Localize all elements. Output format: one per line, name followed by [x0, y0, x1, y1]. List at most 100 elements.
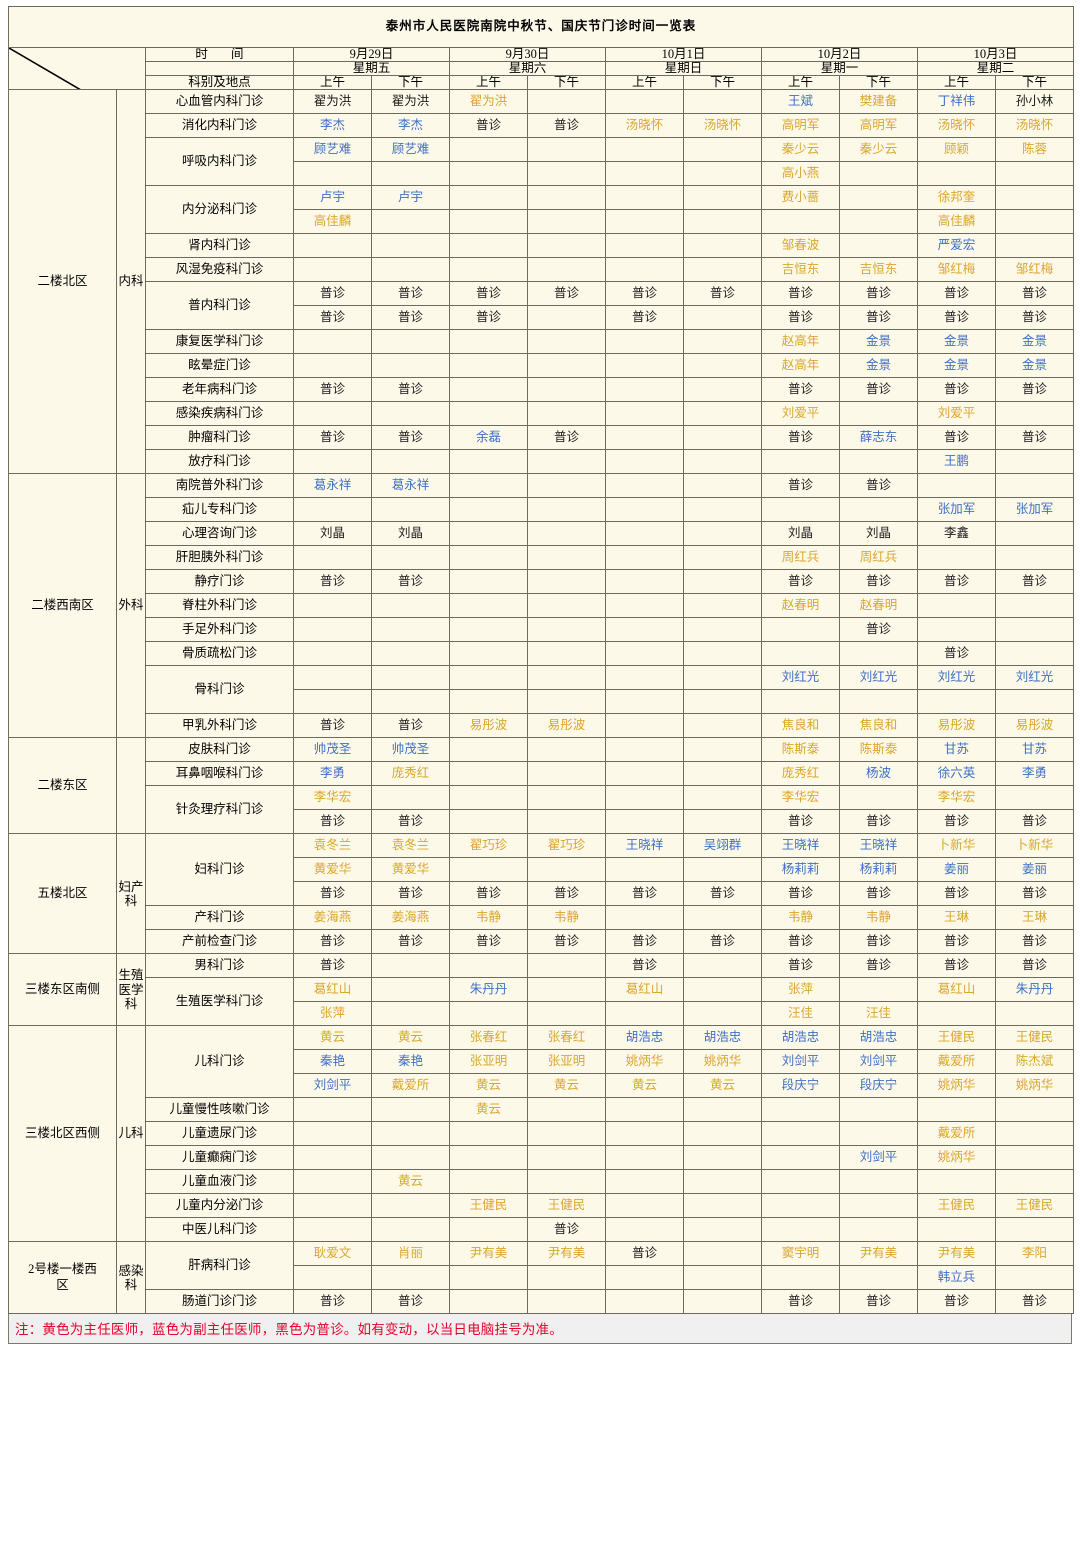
schedule-cell: [994, 1265, 1075, 1291]
schedule-cell: [994, 641, 1075, 667]
schedule-cell: 普诊: [917, 377, 996, 403]
schedule-cell: 王健民: [994, 1025, 1075, 1051]
schedule-cell: 庞秀红: [371, 761, 450, 787]
schedule-cell: 王晓祥: [605, 833, 684, 859]
schedule-cell: [683, 1193, 762, 1219]
schedule-cell: [761, 641, 840, 667]
department-cell: [116, 737, 146, 835]
schedule-cell: [449, 1001, 528, 1027]
schedule-cell: [293, 401, 372, 427]
schedule-row: 秦艳 秦艳 张亚明 张亚明 姚炳华 姚炳华 刘剑平 刘剑平 戴爱所 陈杰斌: [9, 1049, 1075, 1075]
schedule-cell: [683, 425, 762, 451]
schedule-cell: 卢宇: [293, 185, 372, 211]
schedule-row: 产科门诊 姜海燕 姜海燕 韦静 韦静 韦静 韦静 王琳 王琳: [9, 905, 1075, 931]
schedule-cell: 韩立兵: [917, 1265, 996, 1291]
schedule-cell: [371, 617, 450, 643]
schedule-cell: [994, 1001, 1075, 1027]
schedule-cell: 余磊: [449, 425, 528, 451]
schedule-cell: [371, 665, 450, 691]
schedule-cell: 吴翊群: [683, 833, 762, 859]
schedule-cell: [293, 1145, 372, 1171]
clinic-name-cell: 手足外科门诊: [145, 617, 294, 643]
schedule-row: 高佳麟 高佳麟: [9, 209, 1075, 235]
schedule-cell: 黄爱华: [293, 857, 372, 883]
schedule-cell: [683, 449, 762, 475]
schedule-cell: 孙小林: [994, 89, 1075, 115]
session-pm: 下午: [683, 75, 762, 91]
schedule-cell: 李华宏: [761, 785, 840, 811]
clinic-name-cell: 南院普外科门诊: [145, 473, 294, 499]
schedule-cell: 普诊: [917, 1289, 996, 1315]
schedule-cell: [761, 1097, 840, 1123]
session-pm: 下午: [371, 75, 450, 91]
clinic-name-cell: 肾内科门诊: [145, 233, 294, 259]
schedule-cell: [605, 713, 684, 739]
schedule-cell: 普诊: [293, 425, 372, 451]
schedule-cell: [683, 1097, 762, 1123]
schedule-cell: 高佳麟: [293, 209, 372, 235]
clinic-name-cell: 耳鼻咽喉科门诊: [145, 761, 294, 787]
schedule-cell: [683, 1241, 762, 1267]
schedule-cell: [761, 1145, 840, 1171]
schedule-cell: 黄云: [371, 1025, 450, 1051]
schedule-cell: 普诊: [761, 425, 840, 451]
schedule-cell: 普诊: [293, 809, 372, 835]
schedule-cell: [449, 953, 528, 979]
schedule-row: 放疗科门诊 王鹏: [9, 449, 1075, 475]
schedule-cell: 刘红光: [761, 665, 840, 691]
schedule-cell: 耿爱文: [293, 1241, 372, 1267]
schedule-cell: [683, 473, 762, 499]
schedule-cell: [527, 449, 606, 475]
schedule-cell: [527, 377, 606, 403]
clinic-name-cell: 儿童遗尿门诊: [145, 1121, 294, 1147]
schedule-row: 耳鼻咽喉科门诊 李勇 庞秀红 庞秀红 杨波 徐六英 李勇: [9, 761, 1075, 787]
schedule-cell: 金景: [994, 353, 1075, 379]
schedule-row: 产前检查门诊 普诊 普诊 普诊 普诊 普诊 普诊 普诊 普诊 普诊 普诊: [9, 929, 1075, 955]
schedule-cell: 韦静: [839, 905, 918, 931]
date-header: 10月3日: [916, 46, 1075, 63]
schedule-cell: [527, 1001, 606, 1027]
schedule-cell: 普诊: [371, 425, 450, 451]
schedule-cell: 姚炳华: [917, 1073, 996, 1099]
schedule-cell: 高佳麟: [917, 209, 996, 235]
schedule-cell: [605, 329, 684, 355]
schedule-cell: 王健民: [527, 1193, 606, 1219]
schedule-cell: [527, 473, 606, 499]
schedule-row: 眩晕症门诊 赵高年 金景 金景 金景: [9, 353, 1075, 379]
schedule-cell: 李杰: [293, 113, 372, 139]
clinic-name-cell: 儿童内分泌门诊: [145, 1193, 294, 1219]
schedule-cell: 卜新华: [917, 833, 996, 859]
schedule-cell: 普诊: [683, 929, 762, 955]
schedule-cell: 李华宏: [293, 785, 372, 811]
schedule-cell: 普诊: [994, 569, 1075, 595]
schedule-cell: 焦良和: [761, 713, 840, 739]
schedule-cell: 普诊: [371, 809, 450, 835]
schedule-row: 儿童血液门诊 黄云: [9, 1169, 1075, 1195]
schedule-cell: 普诊: [994, 425, 1075, 451]
schedule-cell: 普诊: [371, 377, 450, 403]
schedule-cell: 周红兵: [761, 545, 840, 571]
schedule-cell: 易彤波: [449, 713, 528, 739]
schedule-cell: [839, 977, 918, 1003]
schedule-cell: 普诊: [527, 425, 606, 451]
schedule-cell: [761, 449, 840, 475]
clinic-name-cell: 放疗科门诊: [145, 449, 294, 475]
schedule-cell: [449, 617, 528, 643]
schedule-cell: [683, 1145, 762, 1171]
schedule-row: 张萍 汪佳 汪佳: [9, 1001, 1075, 1027]
schedule-cell: 庞秀红: [761, 761, 840, 787]
schedule-cell: [761, 1217, 840, 1243]
schedule-cell: [994, 449, 1075, 475]
schedule-cell: [527, 401, 606, 427]
schedule-cell: 金景: [917, 353, 996, 379]
schedule-cell: [917, 161, 996, 187]
schedule-row: 肾内科门诊 邹春波 严爱宏: [9, 233, 1075, 259]
schedule-cell: 赵春明: [761, 593, 840, 619]
schedule-row: 普诊 普诊 普诊 普诊 普诊 普诊 普诊 普诊: [9, 305, 1075, 331]
schedule-cell: 刘晶: [293, 521, 372, 547]
schedule-cell: [683, 185, 762, 211]
schedule-cell: 肖丽: [371, 1241, 450, 1267]
schedule-cell: [917, 1001, 996, 1027]
page-title: 泰州市人民医院南院中秋节、国庆节门诊时间一览表: [7, 6, 1075, 48]
schedule-row: 二楼东区 皮肤科门诊 帅茂圣 帅茂圣 陈斯泰 陈斯泰 甘苏 甘苏: [8, 737, 1075, 835]
